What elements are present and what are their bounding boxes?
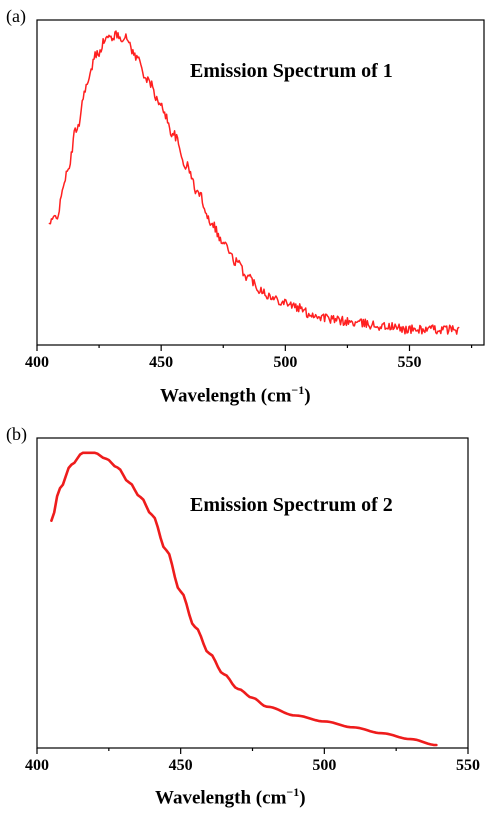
x-tick-label: 550	[456, 757, 480, 774]
chart-panel-b: (b) 400 450 500 550 Emission Spectrum of 2 …	[0, 418, 487, 823]
x-axis-label: Wavelength (cm−1)	[155, 785, 306, 809]
x-tick-label: 450	[149, 354, 173, 371]
x-axis-label-close: )	[299, 787, 306, 809]
x-tick-label: 500	[312, 757, 336, 774]
chart-annotation: Emission Spectrum of 2	[190, 494, 393, 516]
emission-spectrum-line	[50, 451, 438, 747]
chart-annotation: Emission Spectrum of 1	[190, 60, 393, 82]
x-axis-label-exponent: −1	[286, 785, 300, 799]
x-axis-label: Wavelength (cm−1)	[160, 383, 311, 407]
panel-label: (b)	[6, 424, 27, 444]
chart-b-canvas: 400 450 500 550	[25, 437, 480, 774]
plot-frame	[36, 437, 469, 749]
panel-label: (a)	[6, 6, 26, 26]
x-tick-label: 400	[25, 757, 49, 774]
x-axis-label-exponent: −1	[291, 383, 305, 397]
chart-panel-a: (a) 400 450 500 550 Emission Spectrum of 1 …	[6, 6, 485, 407]
x-axis-label-text: Wavelength (cm	[155, 787, 287, 809]
plot-frame	[36, 19, 485, 346]
emission-spectrum-line	[48, 30, 460, 335]
x-tick-label: 400	[25, 354, 49, 371]
x-tick-label: 450	[169, 757, 193, 774]
x-tick-label: 550	[398, 354, 422, 371]
x-axis-label-text: Wavelength (cm	[160, 385, 292, 407]
chart-a-canvas: 400 450 500 550	[25, 19, 485, 371]
x-tick-label: 500	[273, 354, 297, 371]
x-axis-label-close: )	[304, 385, 311, 407]
